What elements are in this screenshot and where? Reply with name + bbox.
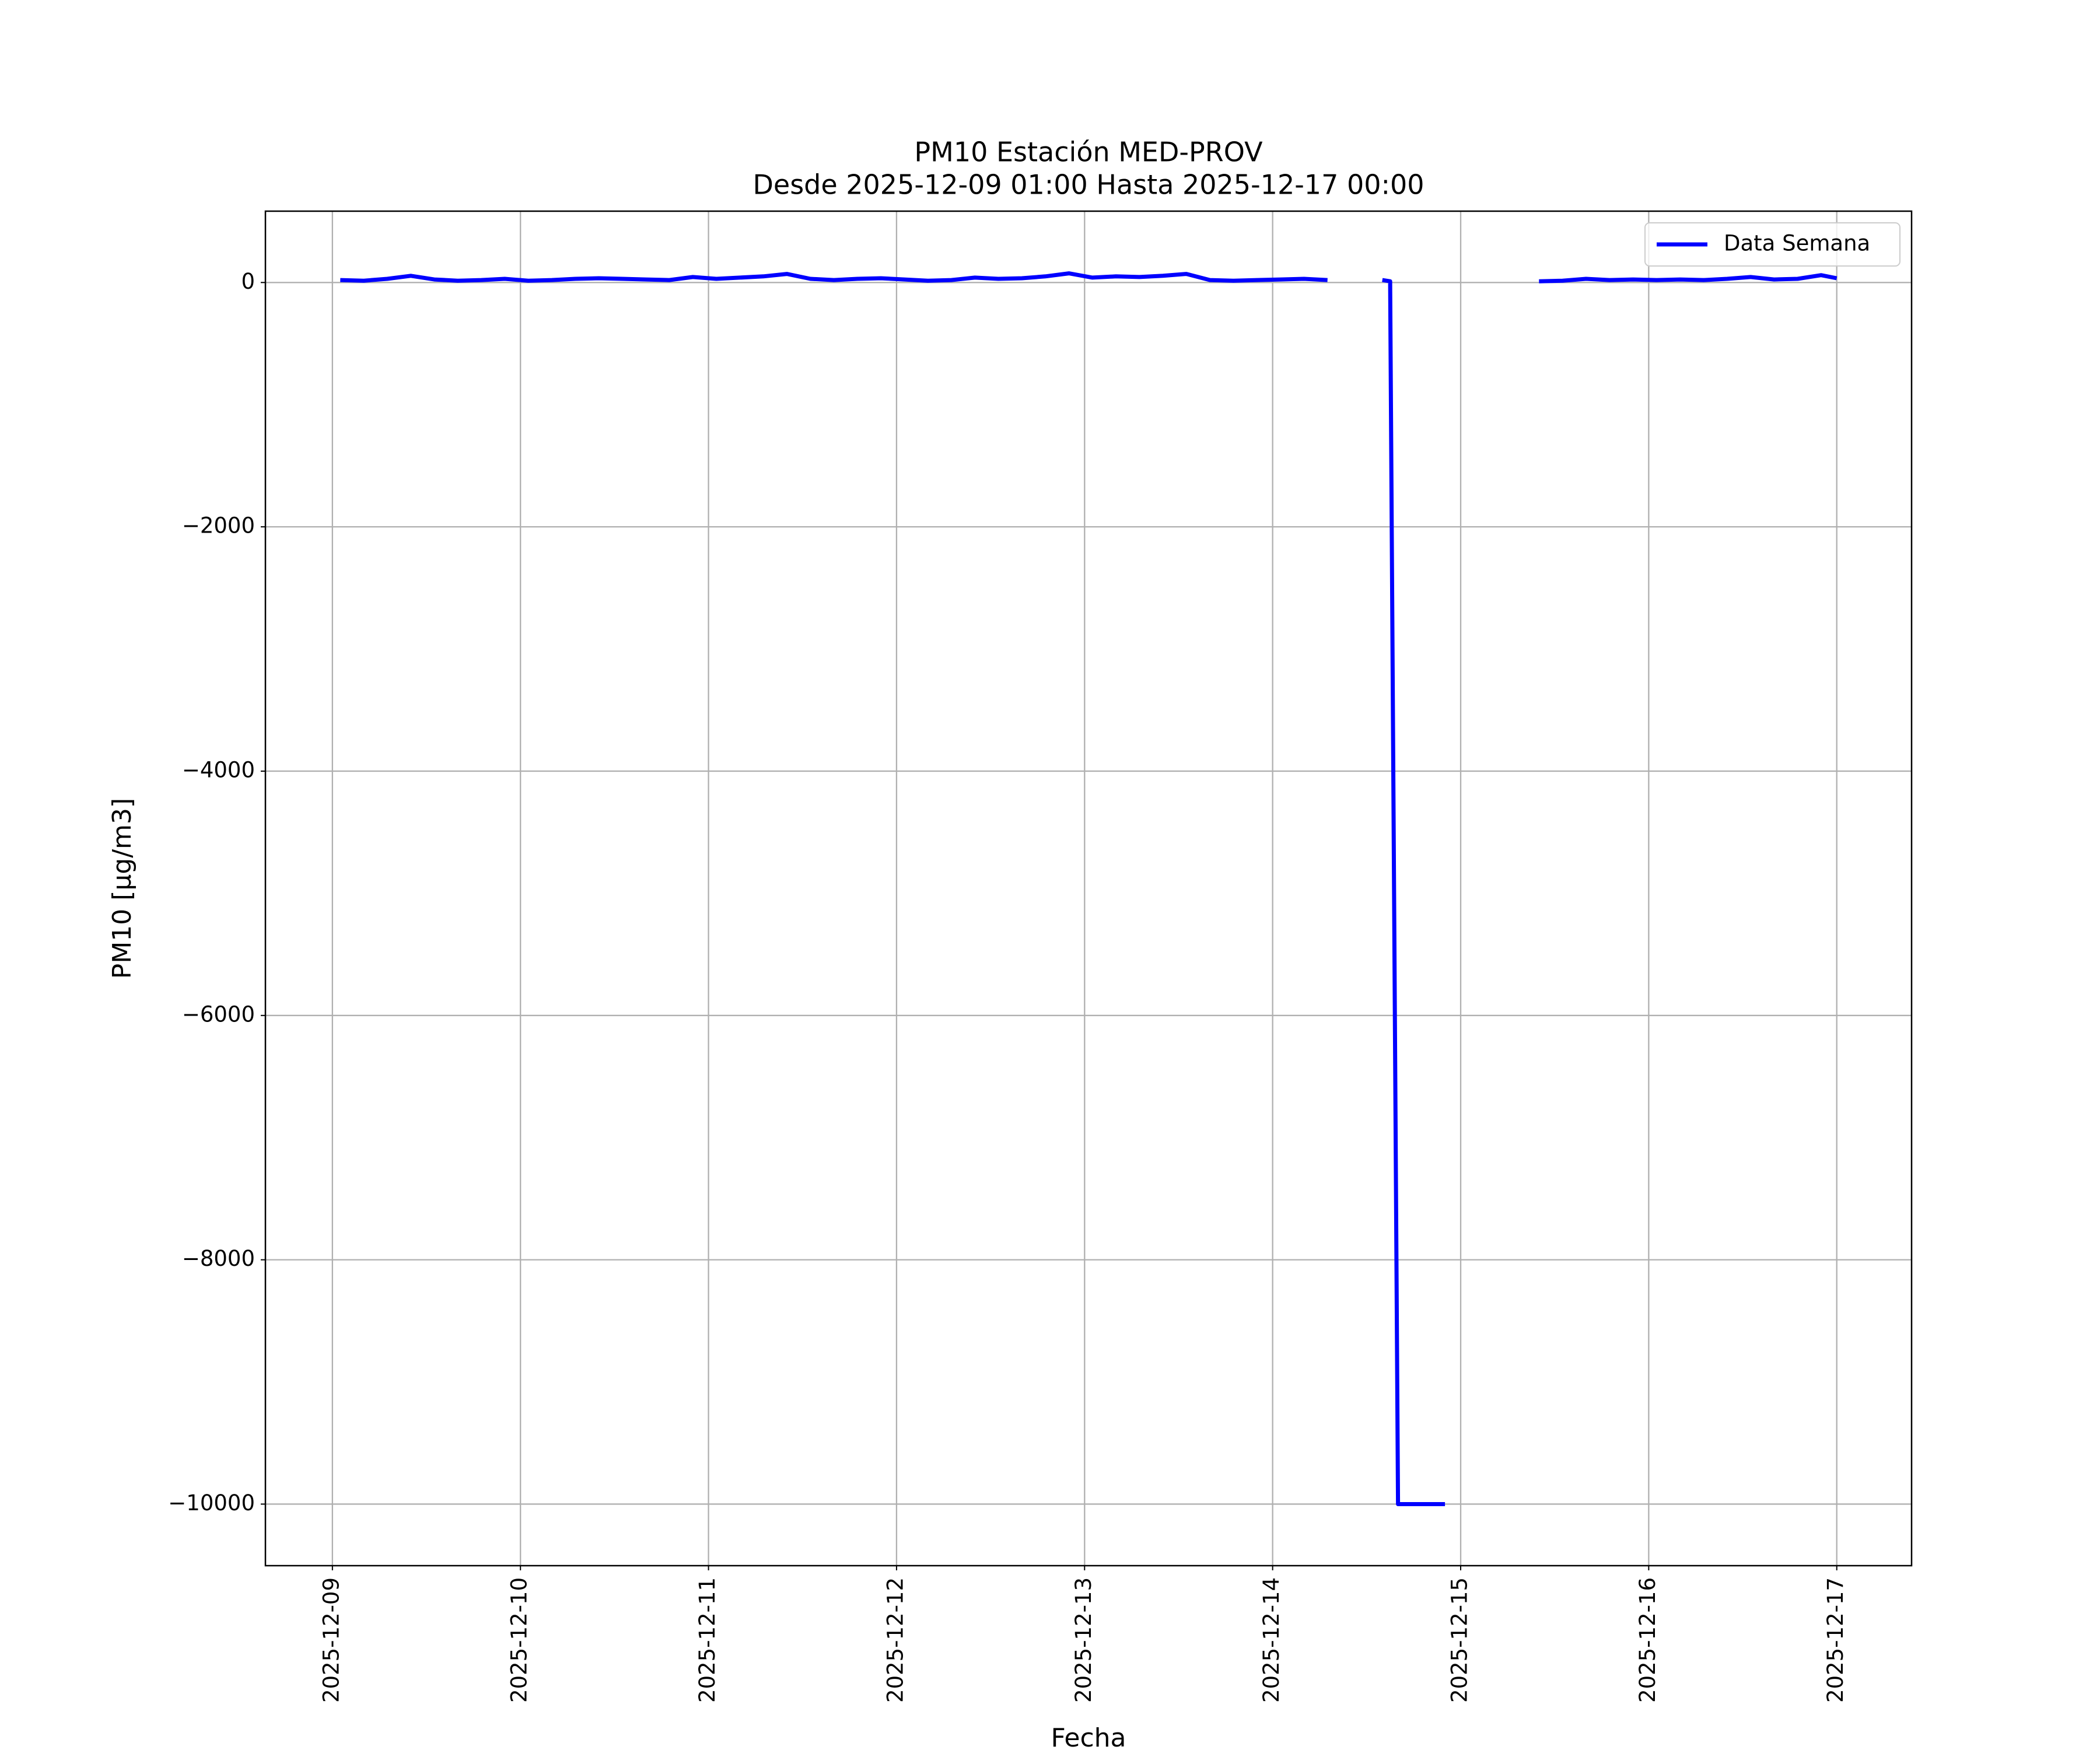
data-line <box>340 271 1838 1506</box>
x-tick-label: 2025-12-09 <box>318 1577 344 1703</box>
y-tick-label: −4000 <box>182 757 255 782</box>
y-tick-label: −6000 <box>182 1002 255 1027</box>
y-tick-label: −2000 <box>182 513 255 538</box>
x-tick-label: 2025-12-17 <box>1823 1577 1848 1703</box>
plot-frame <box>264 210 1913 1567</box>
x-tick-label: 2025-12-10 <box>507 1577 532 1703</box>
y-tick-label: 0 <box>241 269 255 294</box>
y-axis-label: PM10 [μg/m3] <box>107 798 137 979</box>
x-axis-label: Fecha <box>1051 1723 1126 1750</box>
x-tick-label: 2025-12-15 <box>1447 1577 1472 1703</box>
x-tick-label: 2025-12-14 <box>1259 1577 1284 1703</box>
chart-title: PM10 Estación MED-PROV <box>914 136 1263 168</box>
y-tick-label: −10000 <box>168 1490 255 1516</box>
legend-label: Data Semana <box>1724 231 1870 256</box>
legend-box <box>1644 222 1901 267</box>
y-tick-label: −8000 <box>182 1246 255 1271</box>
x-tick-label: 2025-12-13 <box>1071 1577 1096 1703</box>
chart-subtitle: Desde 2025-12-09 01:00 Hasta 2025-12-17 … <box>752 169 1424 201</box>
x-tick-label: 2025-12-12 <box>883 1577 908 1703</box>
x-tick-label: 2025-12-16 <box>1635 1577 1660 1703</box>
x-tick-label: 2025-12-11 <box>695 1577 720 1703</box>
